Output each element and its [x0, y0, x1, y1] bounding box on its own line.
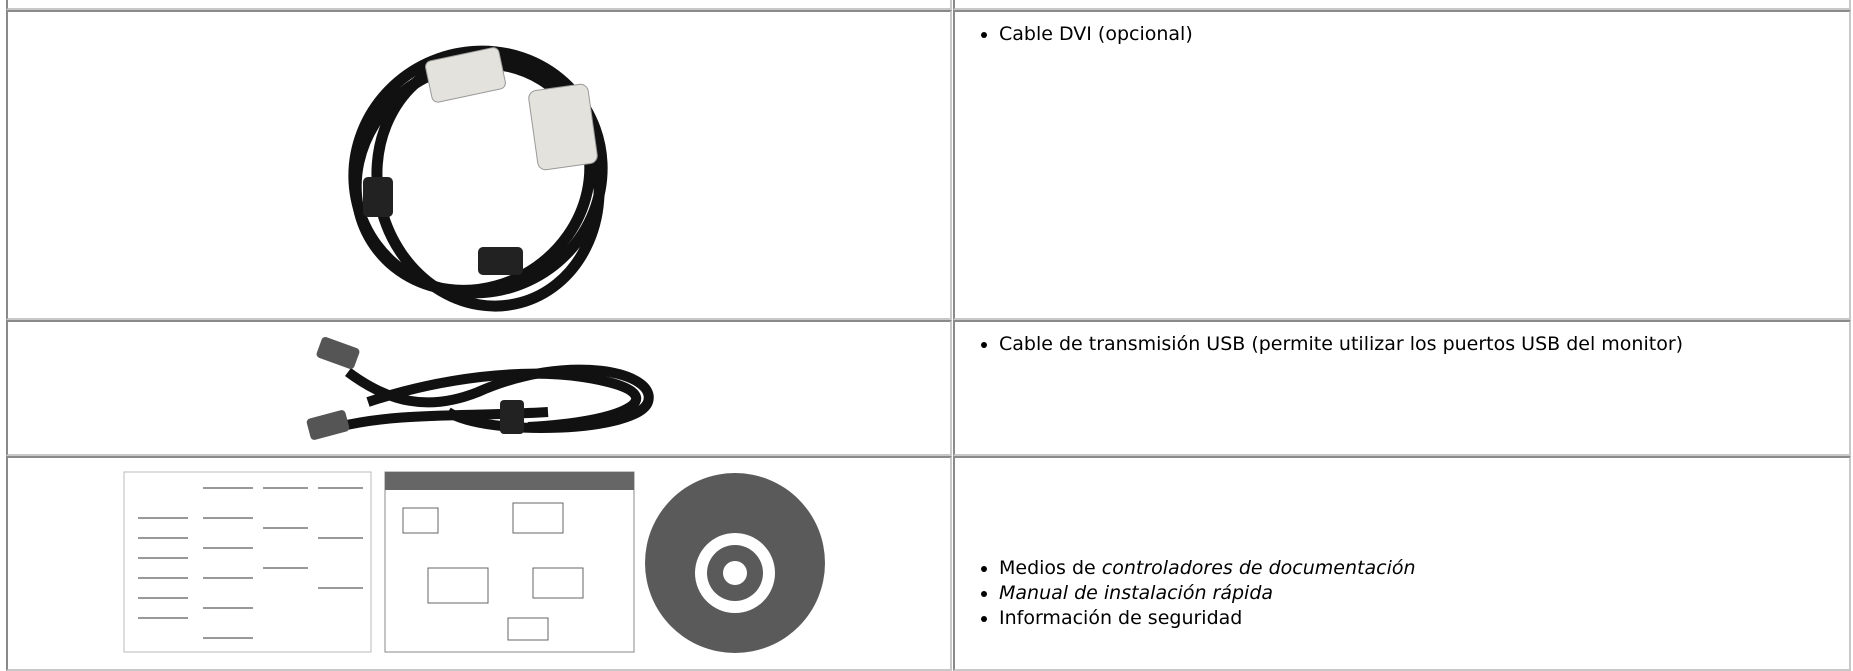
documents-image: [123, 471, 825, 653]
item-text: controladores de documentación: [1101, 557, 1416, 579]
item-text: Cable de transmisión USB (permite utiliz…: [999, 333, 1684, 355]
usb-cable-image: [306, 336, 654, 440]
top-right-cell: [953, 0, 1851, 10]
list-item: Información de seguridad: [999, 606, 1849, 631]
item-text: Medios de: [999, 557, 1102, 579]
item-list: Cable de transmisión USB (permite utiliz…: [955, 332, 1849, 357]
item-text: Cable DVI (opcional): [999, 23, 1193, 45]
list-item: Manual de instalación rápida: [999, 581, 1849, 606]
item-list: Cable DVI (opcional): [955, 22, 1849, 47]
text-cell: Cable DVI (opcional): [953, 10, 1851, 320]
dvi-cable-image: [348, 45, 608, 312]
image-cell: [6, 10, 952, 320]
item-text: Información de seguridad: [999, 607, 1243, 629]
text-cell: Cable de transmisión USB (permite utiliz…: [953, 320, 1851, 456]
image-cell: [6, 456, 952, 671]
top-left-cell: [6, 0, 952, 10]
item-list: Medios de controladores de documentación…: [955, 556, 1849, 631]
item-text: Manual de instalación rápida: [999, 582, 1274, 604]
list-item: Cable de transmisión USB (permite utiliz…: [999, 332, 1849, 357]
image-cell: [6, 320, 952, 456]
text-cell: Medios de controladores de documentación…: [953, 456, 1851, 671]
list-item: Cable DVI (opcional): [999, 22, 1849, 47]
list-item: Medios de controladores de documentación: [999, 556, 1849, 581]
